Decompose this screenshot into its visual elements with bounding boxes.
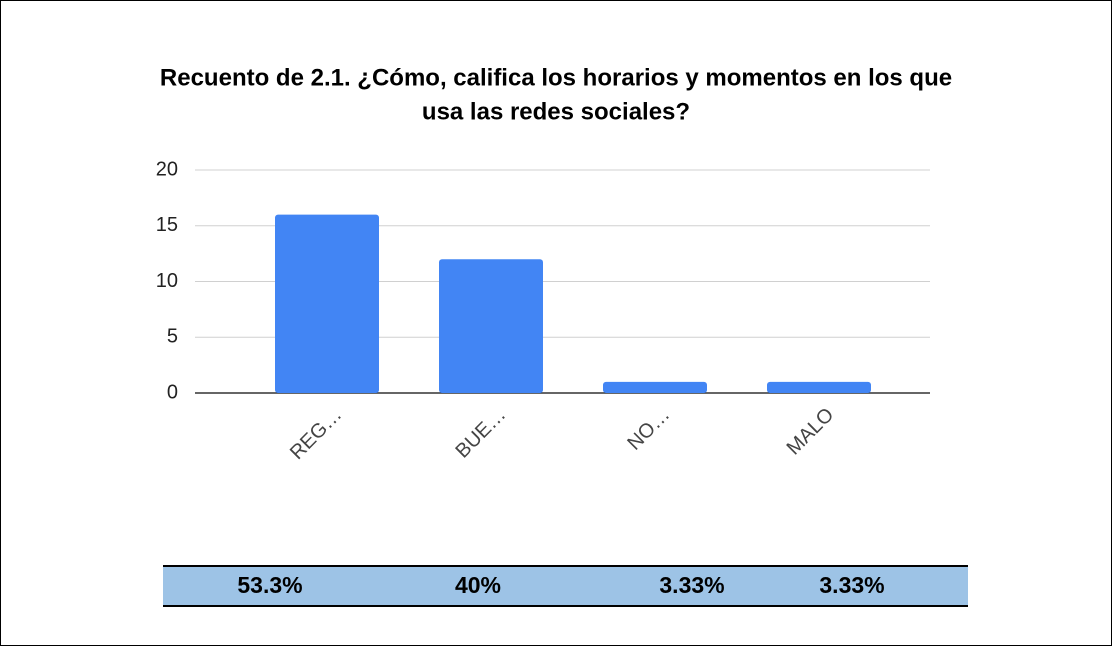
percent-label: 40%	[455, 572, 501, 598]
y-tick-label: 15	[156, 214, 178, 236]
bar	[275, 214, 379, 393]
percent-label: 53.3%	[237, 572, 302, 598]
y-tick-label: 20	[156, 158, 178, 180]
y-tick-label: 10	[156, 270, 178, 292]
y-tick-label: 5	[167, 326, 178, 348]
chart-title: usa las redes sociales?	[422, 98, 690, 125]
bar	[603, 381, 707, 393]
percent-label: 3.33%	[659, 572, 724, 598]
chart-title: Recuento de 2.1. ¿Cómo, califica los hor…	[160, 64, 952, 91]
bar	[767, 381, 871, 393]
percent-label: 3.33%	[819, 572, 884, 598]
y-tick-label: 0	[167, 381, 178, 403]
percent-band	[163, 566, 968, 606]
bar	[439, 259, 543, 393]
